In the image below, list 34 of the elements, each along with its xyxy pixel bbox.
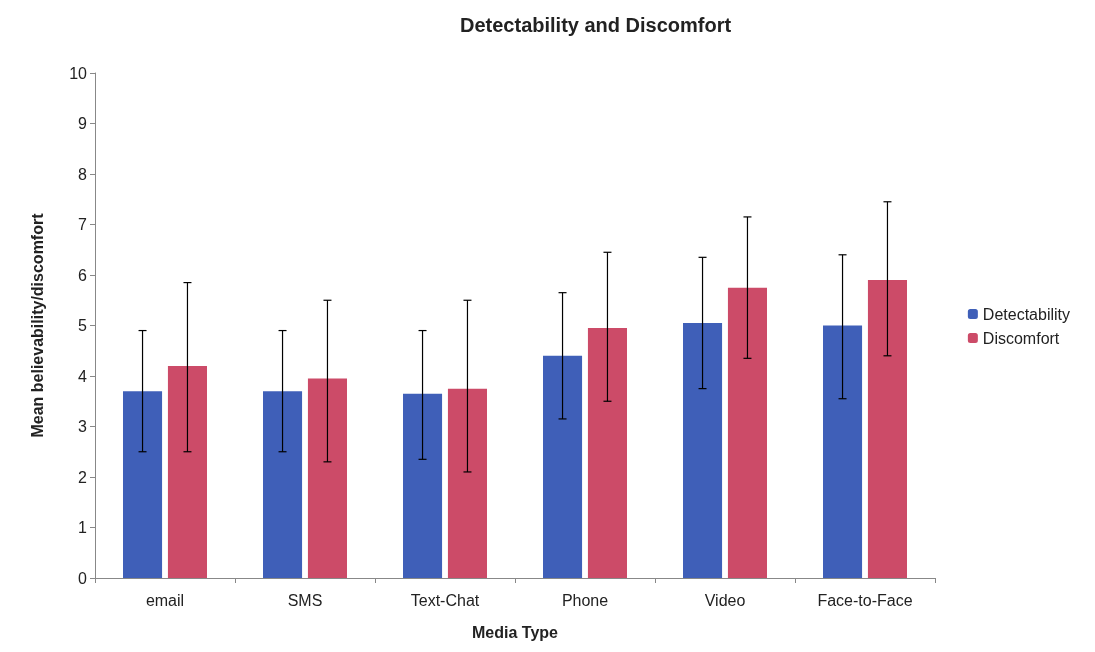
y-tick-label: 7 [78,216,88,233]
y-tick-label: 4 [78,367,88,385]
bar [823,325,863,578]
y-tick-label: 10 [69,64,88,82]
y-axis-title: Mean believability/discomfort [28,212,46,438]
y-tick-label: 2 [78,468,88,486]
y-tick-label: 3 [78,418,88,435]
y-tick-label: 5 [78,317,88,334]
y-tick-label: 0 [78,569,88,587]
x-tick-label: email [145,591,185,609]
chart-title: Detectability and Discomfort [460,14,732,36]
bar [167,365,207,578]
legend-label: Discomfort [982,329,1060,347]
x-tick-label: Face-to-Face [817,591,913,609]
x-tick-label: Text-Chat [410,591,480,609]
bar [123,391,163,578]
bar [867,280,907,578]
y-tick-label: 6 [78,266,88,284]
bar [263,391,303,578]
bar [543,355,583,578]
x-tick-label: SMS [287,591,323,609]
bar [587,328,627,578]
legend-label: Detectability [982,305,1071,323]
x-axis-title: Media Type [472,623,559,641]
y-tick-label: 8 [78,165,88,183]
x-tick-label: Video [704,591,746,609]
bar [307,378,347,578]
bar [403,393,443,578]
y-tick-label: 1 [78,519,88,536]
bar [447,388,487,578]
x-tick-label: Phone [561,591,609,609]
bar [727,287,767,578]
y-tick-label: 9 [78,115,88,132]
bar [683,322,723,578]
